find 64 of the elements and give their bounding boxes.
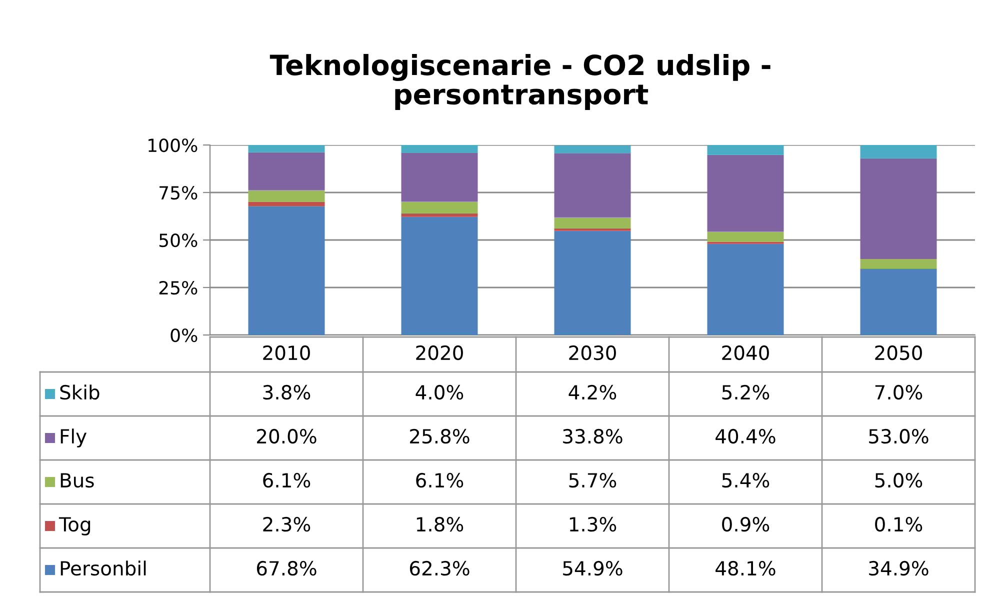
legend-label: Fly <box>60 428 87 448</box>
data-label: 2.3% <box>263 516 310 532</box>
y-tick-label: 75% <box>160 186 198 200</box>
data-label: 62.3% <box>410 560 470 576</box>
bar <box>401 145 478 153</box>
y-tick-label: 50% <box>159 233 198 248</box>
bar <box>860 158 937 259</box>
data-label: 5.7% <box>569 472 616 488</box>
bar <box>248 152 325 190</box>
x-tick-label: 2050 <box>875 345 922 360</box>
bar <box>860 145 937 158</box>
data-label: 0.9% <box>722 516 770 532</box>
data-label: 4.0% <box>416 384 464 400</box>
bar <box>248 202 325 206</box>
data-label: 7.0% <box>875 384 922 400</box>
x-tick-label: 2020 <box>416 345 463 360</box>
bar <box>707 232 784 242</box>
bar <box>248 145 325 152</box>
bar <box>248 190 325 202</box>
x-tick-label: 2040 <box>722 345 769 360</box>
x-tick-label: 2030 <box>569 345 616 360</box>
data-label: 33.8% <box>563 428 622 444</box>
bar <box>554 217 631 228</box>
data-label: 6.1% <box>416 472 464 488</box>
data-label: 48.1% <box>716 560 776 576</box>
legend-label: Skib <box>60 384 100 400</box>
bar <box>860 259 937 268</box>
data-label: 5.0% <box>875 472 922 488</box>
bar <box>401 202 478 214</box>
data-label: 0.1% <box>875 516 922 532</box>
data-label: 20.0% <box>257 428 316 444</box>
bar <box>401 152 478 202</box>
bar <box>554 228 631 231</box>
data-label: 1.3% <box>570 516 616 532</box>
bar <box>707 145 784 155</box>
chart-title: Teknologiscenarie - CO2 udslip - persontransport <box>270 54 770 110</box>
y-tick-label: 100% <box>148 138 198 152</box>
data-label: 54.9% <box>563 560 622 576</box>
legend-label: Bus <box>60 473 94 488</box>
y-tick-label: 25% <box>159 280 198 295</box>
data-label: 53.0% <box>869 428 928 444</box>
bar <box>860 268 937 335</box>
legend-label: Tog <box>58 517 90 536</box>
data-label: 40.4% <box>716 428 776 444</box>
bar <box>554 145 631 154</box>
y-tick-label: 0% <box>170 328 198 342</box>
data-label: 5.4% <box>722 472 770 488</box>
data-label: 6.1% <box>263 472 310 488</box>
data-label: 3.8% <box>263 384 310 400</box>
data-label: 1.8% <box>416 516 464 532</box>
data-label: 67.8% <box>256 560 316 576</box>
bar <box>401 213 478 217</box>
data-label: 5.2% <box>722 384 770 400</box>
data-label: 4.2% <box>568 384 616 400</box>
bar <box>248 206 325 335</box>
bar <box>707 244 784 335</box>
data-label: 25.8% <box>410 428 470 444</box>
bar <box>554 230 631 335</box>
x-tick-label: 2010 <box>263 345 310 360</box>
data-label: 34.9% <box>869 560 928 576</box>
bar <box>707 154 784 232</box>
bar <box>401 216 478 335</box>
legend-label: Personbil <box>60 560 146 576</box>
bar <box>554 153 631 218</box>
